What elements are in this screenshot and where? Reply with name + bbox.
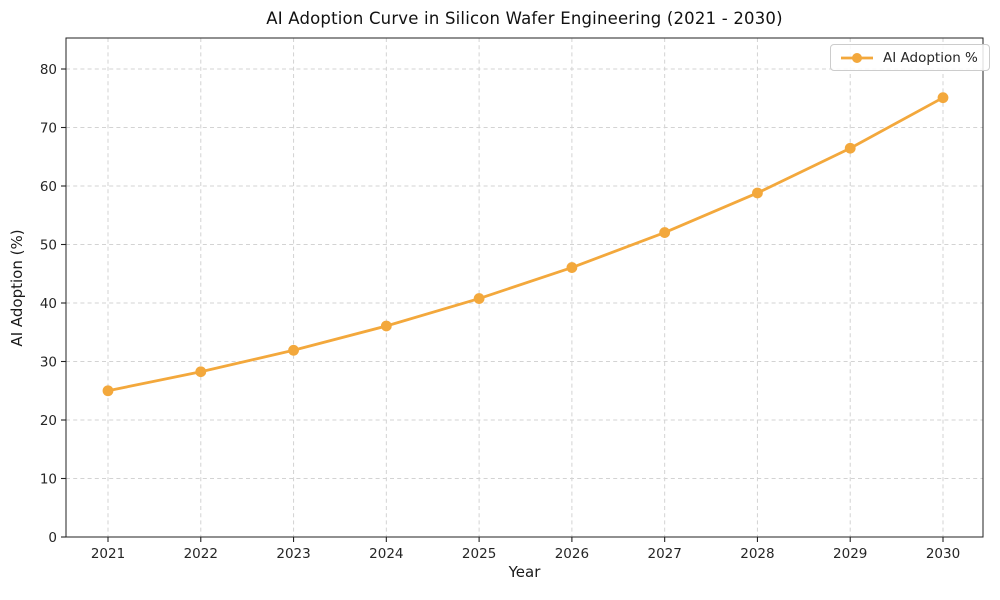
data-point-2026 bbox=[566, 262, 578, 273]
x-tick-label: 2026 bbox=[555, 546, 589, 562]
data-point-2027 bbox=[659, 227, 671, 238]
data-point-2025 bbox=[473, 293, 485, 304]
x-tick-label: 2023 bbox=[276, 546, 310, 562]
x-tick-label: 2029 bbox=[833, 546, 867, 562]
y-tick-label: 10 bbox=[40, 471, 57, 487]
y-tick-label: 60 bbox=[40, 179, 57, 195]
data-point-2023 bbox=[288, 344, 299, 356]
y-tick-label: 20 bbox=[40, 413, 57, 429]
legend-line-marker-icon bbox=[841, 52, 873, 63]
data-point-2028 bbox=[752, 187, 763, 199]
x-tick-label: 2024 bbox=[369, 546, 403, 562]
x-tick-label: 2028 bbox=[740, 546, 774, 562]
x-tick-label: 2025 bbox=[462, 546, 496, 562]
x-axis-label: Year bbox=[508, 563, 541, 581]
data-point-2024 bbox=[380, 320, 392, 332]
x-tick-label: 2021 bbox=[91, 546, 125, 562]
y-axis-label: AI Adoption (%) bbox=[8, 229, 26, 347]
y-tick-label: 40 bbox=[40, 296, 57, 312]
legend: AI Adoption % bbox=[830, 44, 990, 71]
data-line bbox=[106, 96, 945, 393]
x-tick-label: 2022 bbox=[184, 546, 218, 562]
y-tick-label: 70 bbox=[40, 120, 57, 136]
y-tick-label: 0 bbox=[48, 530, 57, 546]
legend-label: AI Adoption % bbox=[883, 49, 978, 66]
data-point-2021 bbox=[102, 385, 114, 397]
x-tick-label: 2027 bbox=[647, 546, 681, 562]
y-tick-label: 50 bbox=[40, 237, 57, 253]
x-tick-label: 2030 bbox=[926, 546, 960, 562]
plot-frame bbox=[65, 37, 984, 538]
chart-title: AI Adoption Curve in Silicon Wafer Engin… bbox=[266, 9, 783, 28]
data-point-2022 bbox=[195, 366, 207, 378]
data-point-2030 bbox=[937, 92, 949, 104]
y-tick-label: 80 bbox=[40, 62, 57, 78]
y-tick-label: 30 bbox=[40, 354, 57, 370]
data-point-2029 bbox=[844, 142, 856, 154]
